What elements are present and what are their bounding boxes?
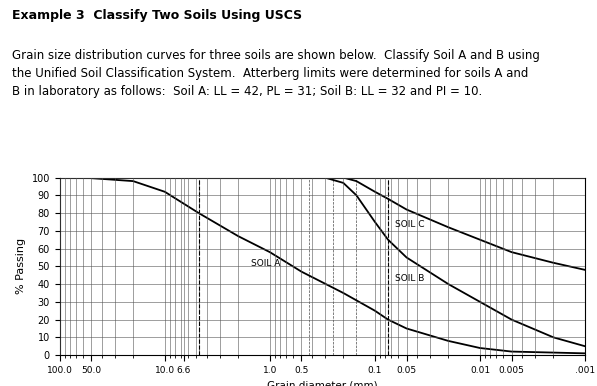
Text: SOIL B: SOIL B (395, 274, 424, 283)
Text: SOIL C: SOIL C (395, 220, 424, 229)
Text: Grain size distribution curves for three soils are shown below.  Classify Soil A: Grain size distribution curves for three… (12, 49, 540, 98)
Text: Example 3  Classify Two Soils Using USCS: Example 3 Classify Two Soils Using USCS (12, 8, 302, 22)
X-axis label: Grain diameter (mm): Grain diameter (mm) (267, 380, 378, 386)
Y-axis label: % Passing: % Passing (16, 238, 26, 295)
Text: SOIL A: SOIL A (251, 259, 281, 268)
